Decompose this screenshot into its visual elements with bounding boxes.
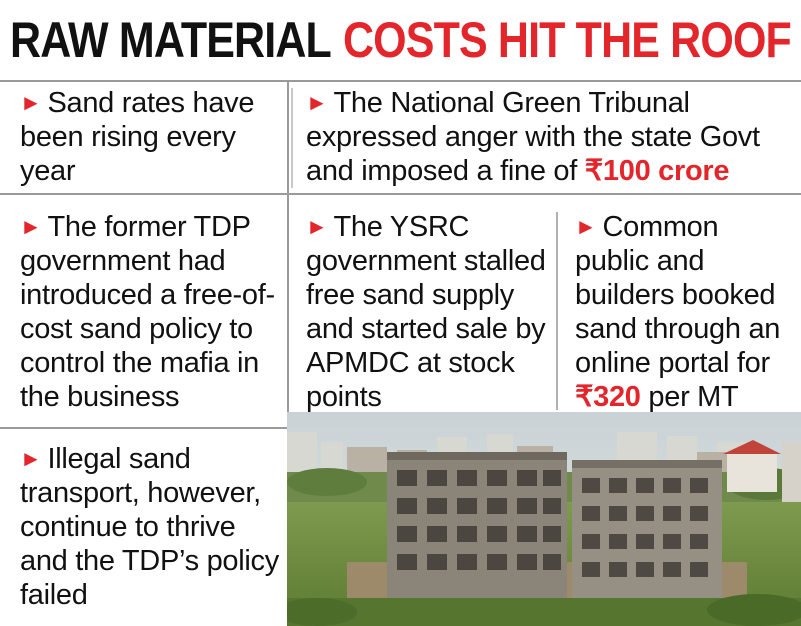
point-common-public-text: Common public and builders booked sand t… [575, 211, 781, 379]
rule-vertical-top [291, 88, 293, 188]
point-tdp-policy-text: The former TDP government had introduced… [20, 211, 275, 413]
rule-vertical-mid [556, 212, 558, 410]
construction-photo [287, 412, 801, 626]
headline-part-red: COSTS HIT THE ROOF [342, 12, 792, 68]
headline: RAW MATERIAL COSTS HIT THE ROOF [10, 0, 792, 80]
point-sand-rates-text: Sand rates have been rising every year [20, 87, 255, 187]
rule-under-title [0, 80, 801, 82]
rule-vertical-main [287, 80, 289, 626]
point-illegal-transport: ► Illegal sand transport, however, contin… [20, 442, 282, 612]
price-unit: per MT [648, 381, 739, 413]
red-arrowhead-icon: ► [575, 214, 597, 239]
point-ngt-text: The National Green Tribunal expressed an… [306, 87, 760, 187]
point-illegal-transport-text: Illegal sand transport, however, continu… [20, 443, 279, 611]
fine-amount: ₹100 crore [584, 155, 730, 187]
red-arrowhead-icon: ► [306, 90, 328, 115]
point-tdp-policy: ► The former TDP government had introduce… [20, 210, 282, 414]
point-ngt: ► The National Green Tribunal expressed a… [306, 86, 798, 188]
red-arrowhead-icon: ► [20, 90, 42, 115]
red-arrowhead-icon: ► [20, 214, 42, 239]
rule-left-1 [0, 193, 287, 195]
price-amount: ₹320 [575, 381, 641, 413]
point-sand-rates: ► Sand rates have been rising every year [20, 86, 282, 188]
rule-right-1 [287, 193, 801, 195]
point-ysrc: ► The YSRC government stalled free sand s… [306, 210, 552, 414]
point-ysrc-text: The YSRC government stalled free sand su… [306, 211, 546, 413]
point-common-public: ► Common public and builders booked sand … [575, 210, 799, 414]
red-arrowhead-icon: ► [20, 446, 42, 471]
headline-part-black: RAW MATERIAL [10, 12, 332, 68]
rule-left-2 [0, 427, 287, 429]
red-arrowhead-icon: ► [306, 214, 328, 239]
